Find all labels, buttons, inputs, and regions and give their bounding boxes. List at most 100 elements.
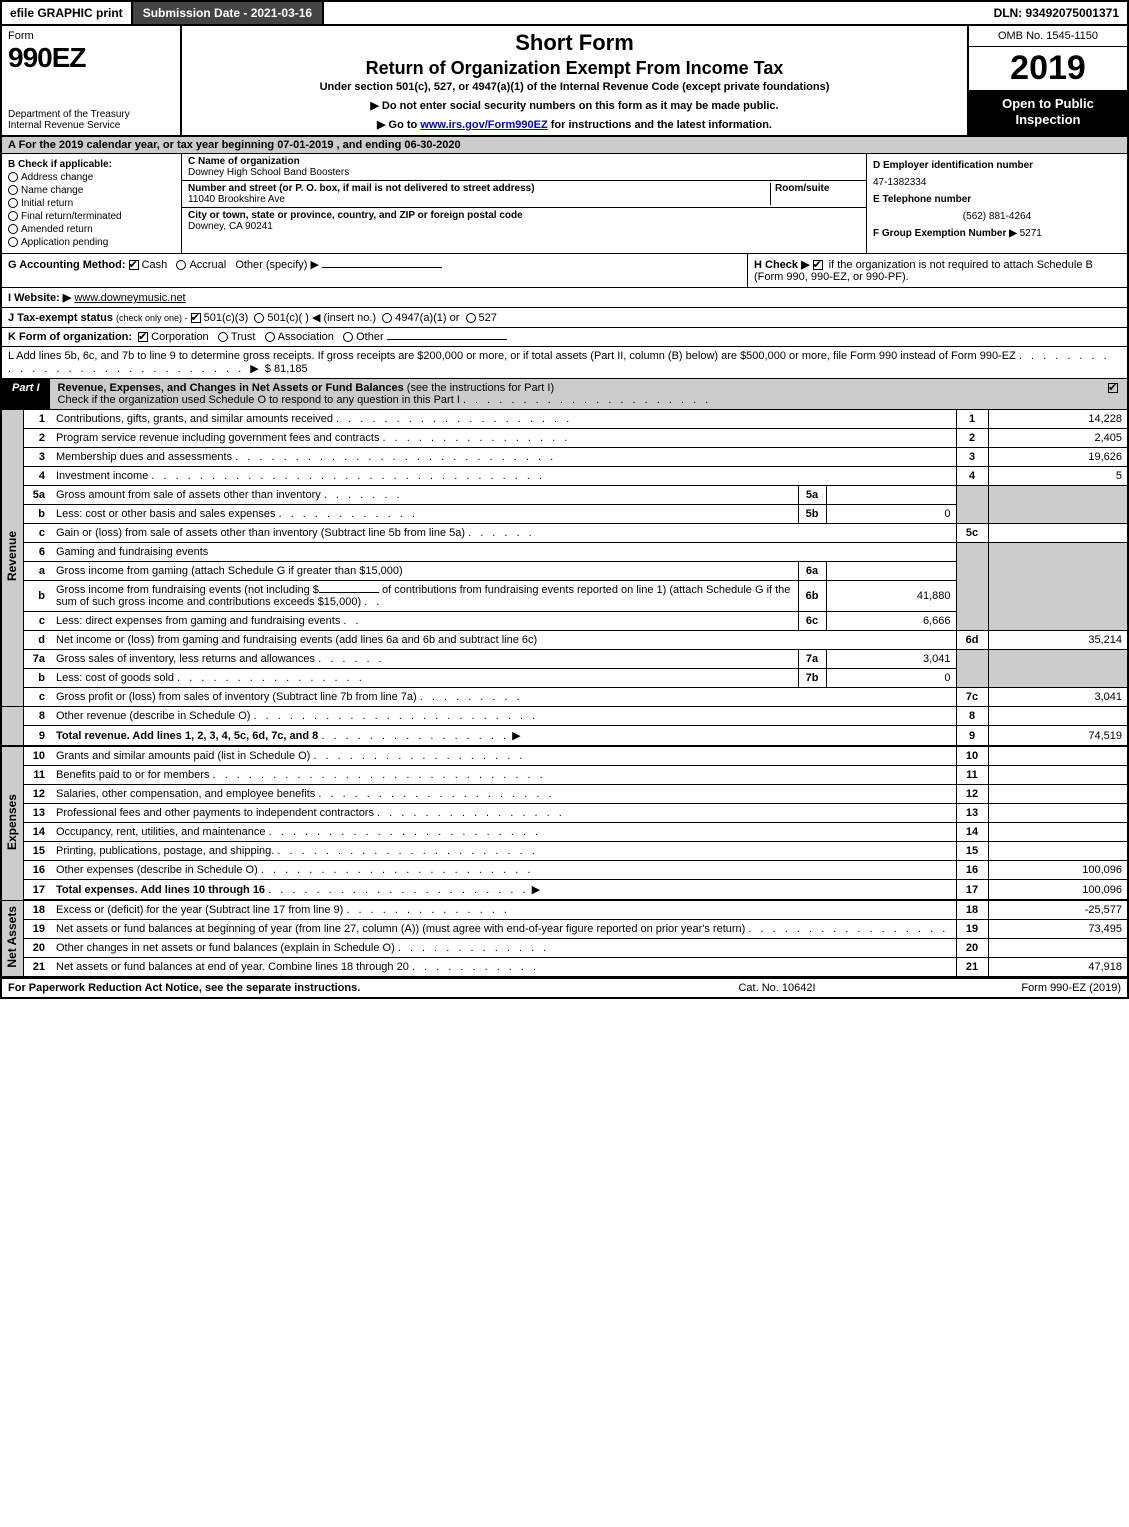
form-header: Form 990EZ Department of the Treasury In… [0, 26, 1129, 137]
l19-val: 73,495 [988, 920, 1128, 939]
check-address-change[interactable] [8, 172, 18, 182]
k-other-blank[interactable] [387, 339, 507, 340]
l5a-subval [826, 486, 956, 505]
efile-print-button[interactable]: efile GRAPHIC print [2, 2, 133, 24]
b-item-1: Name change [21, 185, 83, 196]
k-trust: Trust [231, 331, 256, 343]
check-h[interactable] [813, 260, 823, 270]
l2-val: 2,405 [988, 429, 1128, 448]
l9-desc: Total revenue. Add lines 1, 2, 3, 4, 5c,… [51, 726, 956, 747]
l5a-sub: 5a [798, 486, 826, 505]
g-other-blank[interactable] [322, 267, 442, 268]
l4-num: 4 [23, 467, 51, 486]
l6b-num: b [23, 581, 51, 612]
l15-num: 15 [23, 842, 51, 861]
goto-line: ▶ Go to www.irs.gov/Form990EZ for instru… [188, 118, 961, 131]
b-label: B Check if applicable: [8, 159, 112, 170]
form-word: Form [8, 30, 174, 42]
street: 11040 Brookshire Ave [188, 194, 285, 205]
check-initial-return[interactable] [8, 198, 18, 208]
goto-pre: ▶ Go to [377, 119, 420, 131]
check-amended[interactable] [8, 224, 18, 234]
l12-val [988, 785, 1128, 804]
l2-ln: 2 [956, 429, 988, 448]
l7-shade2 [988, 650, 1128, 688]
l14-val [988, 823, 1128, 842]
l11-num: 11 [23, 766, 51, 785]
l1-desc: Contributions, gifts, grants, and simila… [51, 410, 956, 429]
section-c: C Name of organization Downey High Schoo… [182, 154, 867, 253]
footer-right: Form 990-EZ (2019) [927, 979, 1127, 997]
l5b-num: b [23, 505, 51, 524]
website[interactable]: www.downeymusic.net [74, 292, 185, 304]
l17-val: 100,096 [988, 880, 1128, 901]
row-i: I Website: ▶ www.downeymusic.net [0, 288, 1129, 308]
top-bar: efile GRAPHIC print Submission Date - 20… [0, 0, 1129, 26]
l5c-num: c [23, 524, 51, 543]
l3-num: 3 [23, 448, 51, 467]
footer-center: Cat. No. 10642I [627, 979, 927, 997]
b-item-0: Address change [21, 172, 93, 183]
part1-checkbox[interactable] [1108, 383, 1118, 393]
check-application-pending[interactable] [8, 237, 18, 247]
check-assoc[interactable] [265, 332, 275, 342]
l6d-desc: Net income or (loss) from gaming and fun… [51, 631, 956, 650]
l6b-blank[interactable] [319, 592, 379, 593]
l7c-val: 3,041 [988, 688, 1128, 707]
side-corner-2 [1, 726, 23, 747]
l20-num: 20 [23, 939, 51, 958]
check-name-change[interactable] [8, 185, 18, 195]
check-trust[interactable] [218, 332, 228, 342]
section-d: D Employer identification number 47-1382… [867, 154, 1127, 253]
l6c-sub: 6c [798, 612, 826, 631]
check-accrual[interactable] [176, 260, 186, 270]
l5ab-shade2 [988, 486, 1128, 524]
check-other[interactable] [343, 332, 353, 342]
open-to-public: Open to Public Inspection [969, 90, 1127, 135]
l17-desc: Total expenses. Add lines 10 through 16 … [51, 880, 956, 901]
l15-desc: Printing, publications, postage, and shi… [51, 842, 956, 861]
l11-val [988, 766, 1128, 785]
i-label: I Website: ▶ [8, 292, 71, 304]
form-code: 990EZ [8, 42, 174, 74]
k-other: Other [356, 331, 384, 343]
l-text: L Add lines 5b, 6c, and 7b to line 9 to … [8, 350, 1016, 362]
l8-ln: 8 [956, 707, 988, 726]
l19-desc: Net assets or fund balances at beginning… [51, 920, 956, 939]
irs-link[interactable]: www.irs.gov/Form990EZ [420, 119, 547, 131]
check-501c3[interactable] [191, 313, 201, 323]
l16-num: 16 [23, 861, 51, 880]
l9-ln: 9 [956, 726, 988, 747]
l15-val [988, 842, 1128, 861]
l12-desc: Salaries, other compensation, and employ… [51, 785, 956, 804]
l10-val [988, 746, 1128, 766]
part1-note: (see the instructions for Part I) [407, 382, 554, 394]
short-form-title: Short Form [188, 30, 961, 56]
check-cash[interactable] [129, 260, 139, 270]
l20-desc: Other changes in net assets or fund bala… [51, 939, 956, 958]
ssn-warning: ▶ Do not enter social security numbers o… [188, 99, 961, 112]
l5c-desc: Gain or (loss) from sale of assets other… [51, 524, 956, 543]
check-527[interactable] [466, 313, 476, 323]
check-501c[interactable] [254, 313, 264, 323]
k-corp: Corporation [151, 331, 208, 343]
check-4947[interactable] [382, 313, 392, 323]
check-final-return[interactable] [8, 211, 18, 221]
l7a-subval: 3,041 [826, 650, 956, 669]
l18-ln: 18 [956, 900, 988, 920]
l6a-subval [826, 562, 956, 581]
l13-ln: 13 [956, 804, 988, 823]
check-corp[interactable] [138, 332, 148, 342]
dept-irs: Internal Revenue Service [8, 120, 174, 131]
l5ab-shade1 [956, 486, 988, 524]
row-l: L Add lines 5b, 6c, and 7b to line 9 to … [0, 347, 1129, 379]
header-center: Short Form Return of Organization Exempt… [182, 26, 967, 135]
l4-val: 5 [988, 467, 1128, 486]
l10-ln: 10 [956, 746, 988, 766]
l6-desc: Gaming and fundraising events [51, 543, 956, 562]
l6c-subval: 6,666 [826, 612, 956, 631]
l18-val: -25,577 [988, 900, 1128, 920]
f-val: 5271 [1020, 228, 1042, 239]
b-item-2: Initial return [21, 198, 73, 209]
l7b-subval: 0 [826, 669, 956, 688]
